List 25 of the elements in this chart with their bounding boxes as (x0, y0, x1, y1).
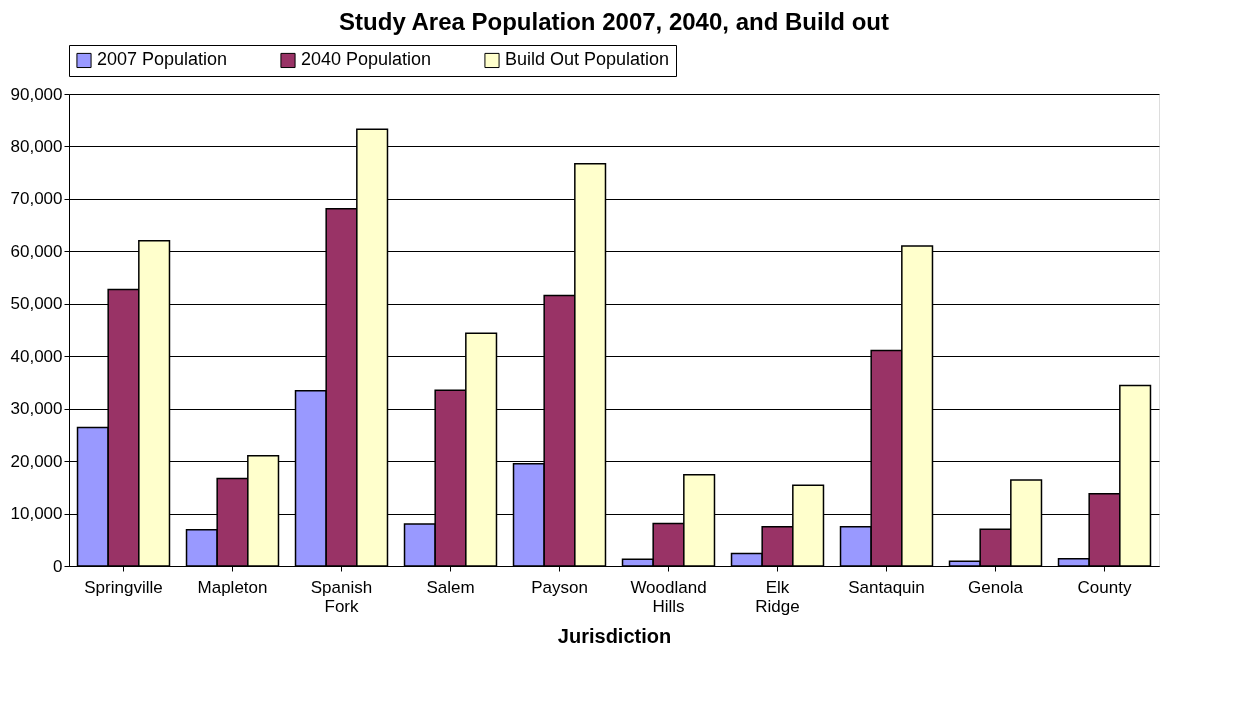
y-tick-label: 60,000 (10, 241, 63, 261)
y-tick-label: 90,000 (10, 84, 63, 104)
y-tick-label: 50,000 (10, 294, 63, 314)
y-tick-label: 30,000 (10, 399, 63, 419)
y-tick-label: 70,000 (10, 189, 63, 209)
x-tick-label: Elk Ridge (755, 577, 800, 616)
x-tick-label: Genola (968, 577, 1024, 597)
x-tick-label: Mapleton (197, 577, 268, 597)
y-tick-label: 80,000 (10, 136, 63, 156)
x-tick-label: Salem (426, 577, 475, 597)
chart-title: Study Area Population 2007, 2040, and Build out (339, 7, 889, 35)
legend-label: Build Out Population (505, 49, 670, 70)
x-tick-label: Santaquin (848, 577, 925, 597)
y-tick-label: 20,000 (10, 451, 63, 471)
x-tick-label: County (1077, 577, 1132, 597)
x-axis-title: Jurisdiction (557, 624, 672, 647)
y-tick-label: 40,000 (10, 346, 63, 366)
legend-label: 2007 Population (97, 49, 228, 70)
x-tick-label: Payson (531, 577, 588, 597)
x-tick-label: Spanish Fork (310, 577, 373, 616)
legend-label: 2040 Population (301, 49, 432, 70)
x-tick-label: Springville (84, 577, 163, 597)
y-tick-label: 0 (53, 556, 63, 576)
x-tick-label: Woodland Hills (630, 577, 707, 616)
y-tick-label: 10,000 (10, 504, 63, 524)
